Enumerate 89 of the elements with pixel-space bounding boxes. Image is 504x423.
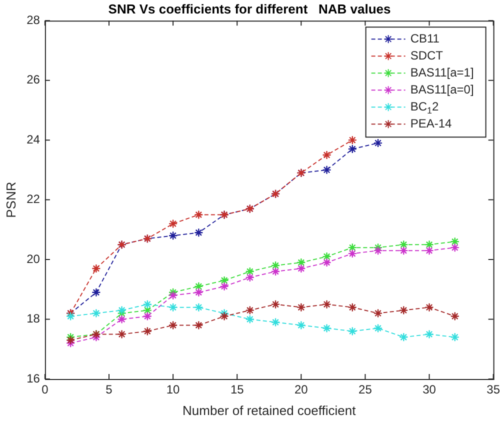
point (399, 246, 408, 256)
y-axis-title: PSNR (3, 182, 18, 218)
y-tick-label: 28 (26, 12, 40, 27)
y-tick-label: 20 (26, 252, 40, 266)
point (296, 320, 306, 330)
point (270, 260, 280, 270)
point (424, 240, 434, 250)
point (322, 300, 332, 309)
point (245, 272, 255, 282)
point (373, 246, 383, 256)
point (450, 332, 460, 342)
x-tick-label: 35 (486, 382, 500, 397)
point (348, 302, 358, 312)
point (117, 314, 126, 324)
point (348, 248, 358, 258)
point (424, 246, 434, 256)
y-tick-label: 22 (26, 192, 40, 206)
point (373, 308, 383, 318)
point (296, 258, 306, 268)
point (66, 312, 76, 321)
point (92, 308, 101, 318)
point (373, 324, 383, 333)
point (348, 326, 358, 336)
point (270, 318, 280, 327)
chart-title: SNR Vs coefficients for different NAB values (108, 1, 391, 16)
point (424, 302, 434, 312)
point (168, 219, 178, 228)
x-tick-label: 10 (166, 382, 180, 397)
x-tick-label: 20 (294, 382, 308, 397)
point (194, 320, 204, 330)
legend-label: PEA-14 (410, 116, 452, 130)
point (220, 276, 229, 286)
point (92, 288, 101, 297)
point (194, 302, 204, 312)
point (220, 282, 229, 292)
y-tick-label: 18 (26, 312, 40, 326)
y-tick-label: 26 (26, 72, 40, 87)
point (424, 330, 434, 339)
point (399, 332, 408, 342)
x-tick-label: 25 (358, 382, 372, 397)
point (270, 266, 280, 276)
point (168, 302, 178, 312)
legend-label: SDCT (410, 48, 444, 62)
point (450, 312, 460, 321)
point (220, 312, 229, 321)
point (322, 258, 332, 268)
point (450, 237, 460, 246)
point (399, 306, 408, 315)
legend-label: BAS11[a=0] (410, 82, 474, 96)
point (270, 300, 280, 309)
point (450, 242, 460, 252)
point (194, 282, 204, 292)
point (117, 330, 126, 339)
point (142, 300, 152, 309)
point (117, 306, 126, 315)
x-axis-title: Number of retained coefficient (182, 402, 356, 418)
point (245, 314, 255, 324)
point (399, 240, 408, 250)
point (348, 135, 358, 145)
point (296, 302, 306, 312)
point (296, 264, 306, 274)
y-tick-label: 16 (26, 371, 40, 386)
point (322, 150, 332, 160)
point (142, 312, 152, 321)
y-tick-label: 24 (26, 132, 40, 146)
x-tick-label: 30 (422, 382, 436, 397)
x-tick-label: 0 (42, 382, 49, 397)
point (168, 290, 178, 300)
legend-label: BAS11[a=1] (410, 65, 474, 80)
point (348, 144, 358, 154)
point (245, 266, 255, 276)
x-tick-label: 5 (106, 382, 113, 397)
point (66, 336, 76, 345)
point (142, 326, 152, 336)
point (194, 288, 204, 297)
point (245, 306, 255, 315)
point (322, 165, 332, 175)
point (92, 264, 101, 274)
point (373, 138, 383, 148)
point (194, 210, 204, 220)
point (142, 306, 152, 315)
point (322, 324, 332, 333)
point (348, 242, 358, 252)
point (168, 231, 178, 240)
point (322, 252, 332, 262)
x-tick-label: 15 (230, 382, 244, 397)
legend-label: CB11 (410, 31, 440, 46)
point (194, 228, 204, 238)
point (168, 320, 178, 330)
